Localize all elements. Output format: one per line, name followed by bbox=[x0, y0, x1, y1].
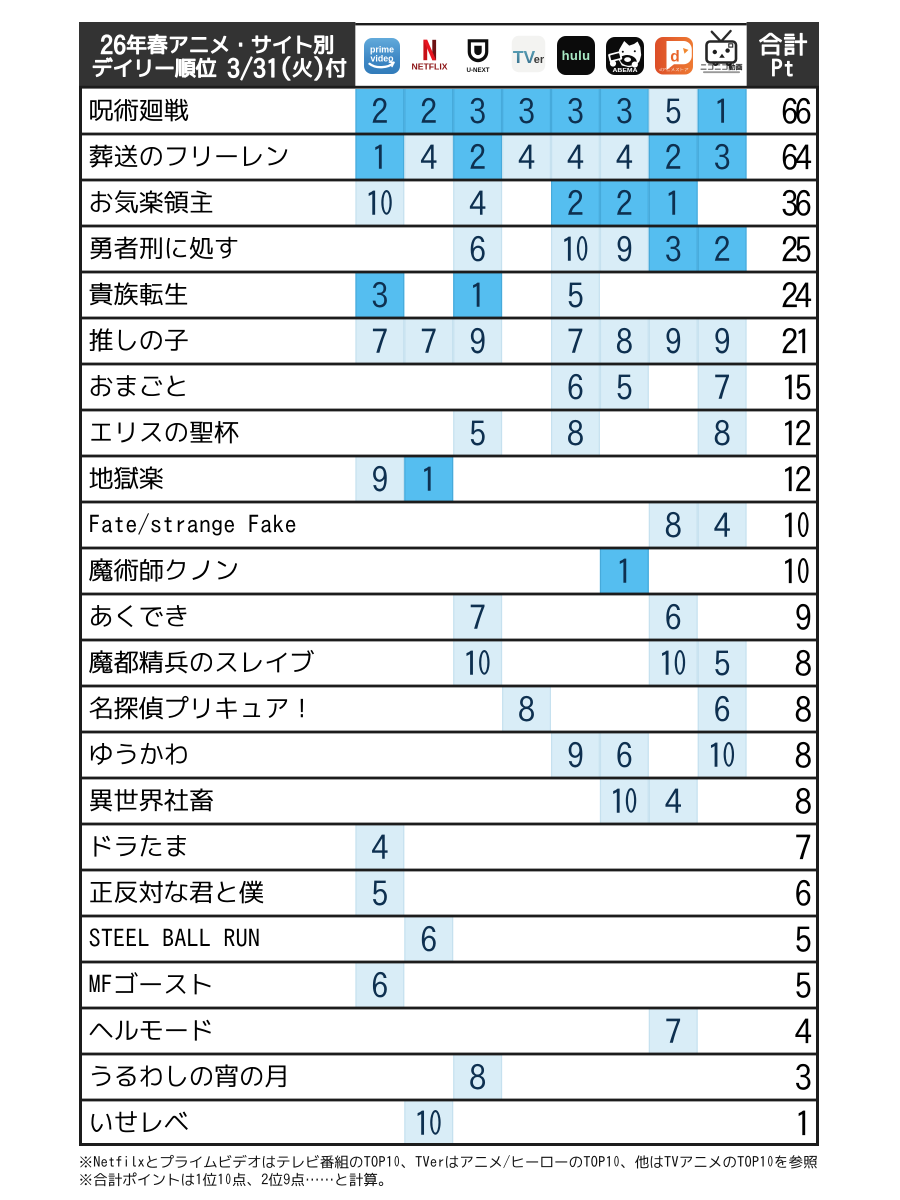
svg-text:er: er bbox=[534, 54, 545, 66]
svg-text:U-NEXT: U-NEXT bbox=[467, 68, 490, 74]
svg-text:d: d bbox=[670, 49, 679, 66]
svg-text:video: video bbox=[371, 53, 395, 63]
svg-text:prime: prime bbox=[370, 45, 394, 55]
svg-text:TV: TV bbox=[513, 47, 536, 67]
svg-text:NETFLIX: NETFLIX bbox=[412, 62, 449, 71]
svg-text:ABEMA: ABEMA bbox=[613, 68, 638, 74]
svg-text:hulu: hulu bbox=[562, 48, 591, 63]
